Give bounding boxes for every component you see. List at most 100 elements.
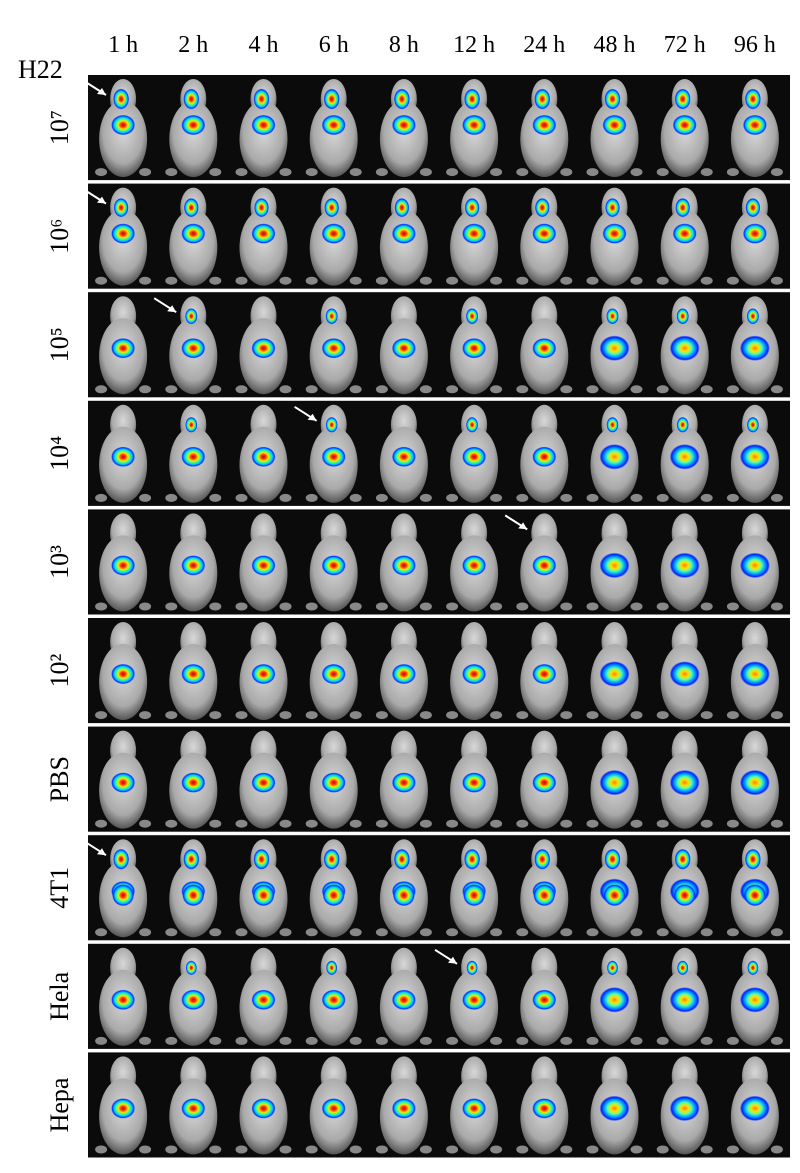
mouse-leg [630, 1036, 643, 1045]
signal [466, 416, 479, 433]
mouse-leg [586, 602, 599, 611]
mouse-leg [770, 602, 783, 611]
signal [111, 338, 136, 359]
mouse-leg [139, 819, 152, 828]
signal [181, 555, 206, 576]
row-label: 10³ [45, 545, 74, 579]
mouse-leg [630, 493, 643, 502]
signal [391, 338, 416, 359]
mouse-leg [165, 602, 178, 611]
time-point-label: 24 h [523, 32, 565, 58]
mouse-leg [446, 819, 459, 828]
mouse-leg [165, 1036, 178, 1045]
signal [322, 884, 345, 907]
mouse-leg [516, 928, 529, 937]
mouse-image [726, 947, 783, 1046]
mouse-image [656, 947, 713, 1046]
mouse-image [95, 296, 152, 395]
signal [599, 769, 630, 796]
mouse-image [95, 513, 152, 612]
mouse-body [309, 209, 358, 286]
mouse-leg [305, 1036, 318, 1045]
mouse-image [516, 404, 573, 503]
mouse-leg [630, 168, 643, 177]
mouse-body [520, 209, 569, 286]
mouse-body [379, 101, 428, 177]
mouse-leg [139, 385, 152, 394]
mouse-leg [279, 928, 292, 937]
signal [742, 223, 767, 244]
mouse-leg [446, 493, 459, 502]
mouse-leg [656, 928, 669, 937]
mouse-image [305, 622, 362, 720]
mouse-leg [139, 1036, 152, 1045]
mouse-leg [490, 276, 503, 285]
mouse-leg [349, 602, 362, 611]
mouse-leg [516, 276, 529, 285]
mouse-leg [560, 602, 573, 611]
time-point-label: 6 h [319, 32, 349, 58]
signal [672, 223, 697, 244]
signal [251, 223, 276, 244]
signal [113, 197, 129, 218]
signal [253, 848, 270, 870]
mouse-leg [770, 1036, 783, 1045]
mouse-image [586, 1056, 643, 1155]
signal [181, 1098, 206, 1119]
mouse-leg [560, 1036, 573, 1045]
signal [183, 197, 199, 218]
mouse-leg [490, 493, 503, 502]
mouse-body [660, 101, 709, 177]
signal [183, 88, 200, 110]
mouse-leg [209, 168, 222, 177]
mouse-leg [209, 493, 222, 502]
mouse-leg [656, 602, 669, 611]
mouse-leg [560, 819, 573, 828]
mouse-leg [305, 1145, 318, 1154]
mouse-image [375, 404, 432, 503]
mouse-leg [139, 711, 152, 720]
mouse-leg [726, 276, 739, 285]
mouse-leg [235, 493, 248, 502]
mouse-leg [490, 819, 503, 828]
mouse-leg [700, 1036, 713, 1045]
mouse-leg [656, 385, 669, 394]
mouse-leg [375, 711, 388, 720]
mouse-leg [235, 276, 248, 285]
mouse-leg [375, 276, 388, 285]
mouse-leg [586, 819, 599, 828]
mouse-image [516, 839, 573, 938]
mouse-leg [446, 1036, 459, 1045]
signal [599, 661, 630, 687]
mouse-leg [279, 819, 292, 828]
signal [745, 197, 761, 218]
mouse-leg [490, 168, 503, 177]
mouse-leg [516, 385, 529, 394]
signal [391, 555, 416, 576]
signal [391, 446, 416, 467]
mouse-leg [446, 1145, 459, 1154]
signal [393, 848, 410, 870]
row-label: 10² [45, 653, 74, 687]
mouse-leg [586, 711, 599, 720]
mouse-leg [726, 168, 739, 177]
mouse-leg [560, 276, 573, 285]
signal [251, 338, 276, 359]
mouse-image [305, 79, 362, 177]
mouse-image [446, 296, 503, 395]
mouse-leg [630, 1145, 643, 1154]
mouse-image [446, 187, 503, 286]
signal [181, 446, 206, 467]
mouse-image [586, 839, 643, 938]
mouse-leg [700, 819, 713, 828]
mouse-leg [95, 276, 108, 285]
mouse-image [235, 730, 292, 829]
signal [321, 989, 346, 1010]
mouse-leg [349, 1036, 362, 1045]
arrow-head [97, 88, 106, 95]
mouse-leg [726, 819, 739, 828]
arrow-head [97, 848, 106, 856]
mouse-image [446, 622, 503, 720]
mouse-image [165, 839, 222, 938]
